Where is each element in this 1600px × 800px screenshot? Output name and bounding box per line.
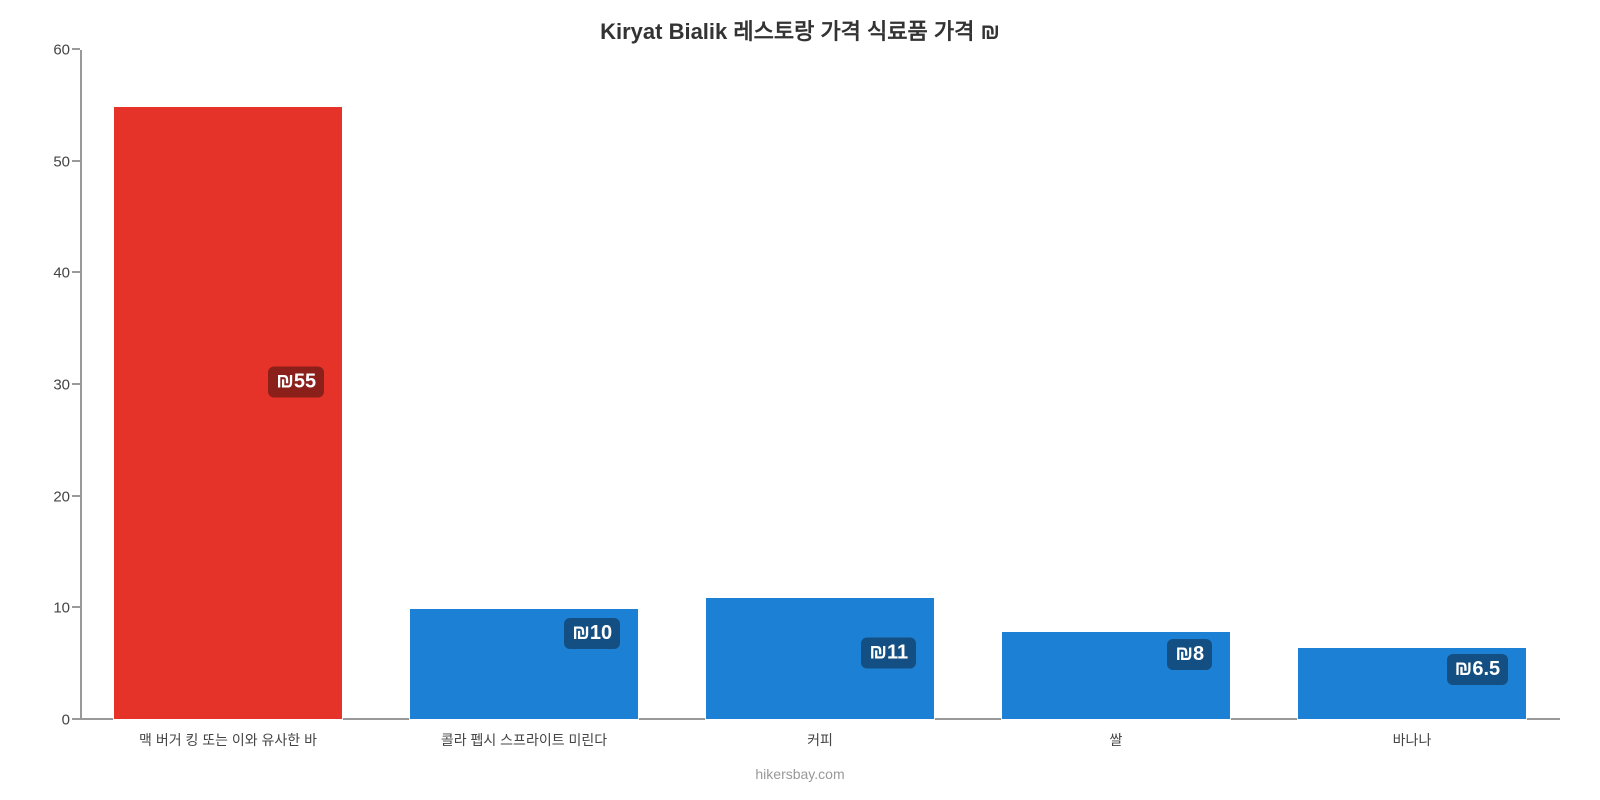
ytick-mark	[72, 48, 80, 50]
ytick-mark	[72, 495, 80, 497]
chart-footer: hikersbay.com	[0, 766, 1600, 782]
bar: ₪10	[409, 608, 640, 720]
ytick-label: 40	[53, 265, 70, 282]
bar-slot: ₪11커피	[672, 50, 968, 720]
value-badge: ₪8	[1167, 639, 1212, 670]
ytick-mark	[72, 271, 80, 273]
value-badge: ₪6.5	[1447, 654, 1508, 685]
ytick-label: 50	[53, 153, 70, 170]
chart-title: Kiryat Bialik 레스토랑 가격 식료품 가격 ₪	[0, 0, 1600, 46]
ytick-label: 60	[53, 42, 70, 59]
bar-slot: ₪8쌀	[968, 50, 1264, 720]
bars-area: ₪55맥 버거 킹 또는 이와 유사한 바₪10콜라 펩시 스프라이트 미린다₪…	[80, 50, 1560, 720]
value-badge: ₪10	[564, 618, 620, 649]
ytick-mark	[72, 718, 80, 720]
plot-area: ₪55맥 버거 킹 또는 이와 유사한 바₪10콜라 펩시 스프라이트 미린다₪…	[80, 50, 1560, 720]
ytick-mark	[72, 383, 80, 385]
xtick-label: 쌀	[1110, 730, 1123, 750]
xtick-label: 콜라 펩시 스프라이트 미린다	[441, 730, 607, 750]
ytick-mark	[72, 160, 80, 162]
price-bar-chart: Kiryat Bialik 레스토랑 가격 식료품 가격 ₪ ₪55맥 버거 킹…	[0, 0, 1600, 800]
bar-slot: ₪55맥 버거 킹 또는 이와 유사한 바	[80, 50, 376, 720]
value-badge: ₪11	[861, 637, 916, 668]
xtick-label: 맥 버거 킹 또는 이와 유사한 바	[139, 730, 317, 750]
bar: ₪8	[1001, 631, 1232, 720]
ytick-mark	[72, 606, 80, 608]
xtick-label: 커피	[807, 730, 833, 750]
bar: ₪55	[113, 106, 344, 720]
bar: ₪11	[705, 597, 936, 720]
bar-slot: ₪6.5바나나	[1264, 50, 1560, 720]
xtick-label: 바나나	[1393, 730, 1432, 750]
bar-slot: ₪10콜라 펩시 스프라이트 미린다	[376, 50, 672, 720]
bar: ₪6.5	[1297, 647, 1528, 720]
ytick-label: 30	[53, 377, 70, 394]
ytick-label: 0	[62, 712, 70, 729]
value-badge: ₪55	[268, 367, 324, 398]
ytick-label: 10	[53, 600, 70, 617]
ytick-label: 20	[53, 488, 70, 505]
